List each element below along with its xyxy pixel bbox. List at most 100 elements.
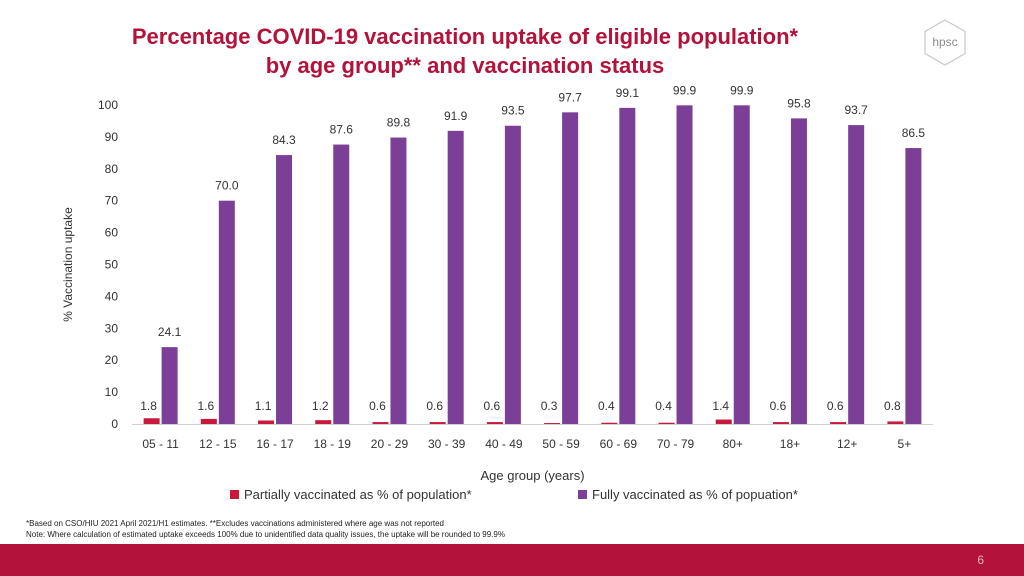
bar-fully-vaccinated <box>504 125 521 425</box>
data-label-fully-vaccinated: 91.9 <box>444 109 468 123</box>
hpsc-logo: hpsc <box>921 18 969 66</box>
x-tick-label: 40 - 49 <box>485 437 523 451</box>
bar-fully-vaccinated <box>905 148 922 424</box>
data-label-partially-vaccinated: 1.6 <box>197 399 214 413</box>
x-tick-label: 16 - 17 <box>256 437 294 451</box>
bar-fully-vaccinated <box>848 125 865 425</box>
bar-fully-vaccinated <box>790 118 807 424</box>
footer-bar: 6 <box>0 544 1024 576</box>
y-axis-title: % Vaccination uptake <box>61 207 75 322</box>
bar-chart: 0 10 20 30 40 50 60 70 80 90 100 % Vaccination upta… <box>61 83 933 483</box>
data-label-fully-vaccinated: 97.7 <box>558 90 582 104</box>
data-label-partially-vaccinated: 0.6 <box>426 399 443 413</box>
legend-label-fully: Fully vaccinated as % of popuation* <box>592 487 798 502</box>
data-label-fully-vaccinated: 99.1 <box>616 86 640 100</box>
x-tick-label: 80+ <box>723 437 743 451</box>
data-label-fully-vaccinated: 93.7 <box>844 103 868 117</box>
legend-item-fully: Fully vaccinated as % of popuation* <box>578 487 798 502</box>
data-label-partially-vaccinated: 0.6 <box>484 399 501 413</box>
bar-partially-vaccinated <box>887 421 904 424</box>
x-tick-label: 30 - 39 <box>428 437 466 451</box>
bar-partially-vaccinated <box>258 420 275 424</box>
y-tick-label: 30 <box>105 321 119 335</box>
hpsc-logo-text: hpsc <box>932 35 958 49</box>
data-label-fully-vaccinated: 70.0 <box>215 179 239 193</box>
data-label-partially-vaccinated: 1.8 <box>140 399 157 413</box>
data-label-fully-vaccinated: 24.1 <box>158 325 182 339</box>
x-tick-label: 60 - 69 <box>600 437 638 451</box>
x-tick-label: 05 - 11 <box>142 437 179 451</box>
data-label-partially-vaccinated: 1.4 <box>712 399 729 413</box>
legend-swatch-partially <box>230 490 239 499</box>
bar-fully-vaccinated <box>676 105 693 424</box>
data-label-fully-vaccinated: 86.5 <box>902 126 926 140</box>
bar-fully-vaccinated <box>333 144 350 424</box>
bar-fully-vaccinated <box>276 155 293 424</box>
bar-partially-vaccinated <box>429 422 446 424</box>
legend-swatch-fully <box>578 490 587 499</box>
bar-fully-vaccinated <box>218 200 235 424</box>
bar-partially-vaccinated <box>486 422 503 424</box>
y-tick-label: 40 <box>105 289 119 303</box>
y-tick-label: 50 <box>105 258 119 272</box>
x-tick-label: 18+ <box>780 437 800 451</box>
x-tick-label: 12+ <box>837 437 857 451</box>
bar-partially-vaccinated <box>772 422 789 424</box>
y-tick-label: 70 <box>105 194 119 208</box>
bar-fully-vaccinated <box>619 107 636 424</box>
y-tick-label: 80 <box>105 162 119 176</box>
bar-fully-vaccinated <box>161 347 178 424</box>
bar-partially-vaccinated <box>658 422 675 424</box>
bar-partially-vaccinated <box>715 419 732 424</box>
y-tick-label: 90 <box>105 130 119 144</box>
legend-label-partially: Partially vaccinated as % of population* <box>244 487 472 502</box>
x-tick-label: 70 - 79 <box>657 437 695 451</box>
data-label-fully-vaccinated: 99.9 <box>730 83 754 97</box>
bar-fully-vaccinated <box>733 105 750 424</box>
x-tick-label: 5+ <box>898 437 912 451</box>
data-label-partially-vaccinated: 0.4 <box>655 399 672 413</box>
footnote-line-2: Note: Where calculation of estimated upt… <box>26 530 505 539</box>
page-number: 6 <box>977 553 984 567</box>
bar-fully-vaccinated <box>562 112 579 424</box>
bar-partially-vaccinated <box>830 422 847 424</box>
chart-title-line-2: by age group** and vaccination status <box>265 53 665 78</box>
data-label-partially-vaccinated: 0.4 <box>598 399 615 413</box>
x-tick-label: 18 - 19 <box>314 437 352 451</box>
data-label-partially-vaccinated: 0.6 <box>770 399 787 413</box>
bar-fully-vaccinated <box>390 137 407 424</box>
legend-item-partially: Partially vaccinated as % of population* <box>230 487 472 502</box>
footnotes: *Based on CSO/HIU 2021 April 2021/H1 est… <box>26 518 505 540</box>
bar-partially-vaccinated <box>601 422 618 424</box>
x-axis-title: Age group (years) <box>480 468 584 483</box>
data-label-partially-vaccinated: 0.6 <box>827 399 844 413</box>
chart-title: Percentage COVID-19 vaccination uptake o… <box>40 22 890 80</box>
x-tick-label: 20 - 29 <box>371 437 409 451</box>
chart-title-line-1: Percentage COVID-19 vaccination uptake o… <box>131 24 799 49</box>
y-tick-label: 10 <box>105 385 119 399</box>
footnote-line-1: *Based on CSO/HIU 2021 April 2021/H1 est… <box>26 519 445 528</box>
data-label-partially-vaccinated: 0.3 <box>541 399 558 413</box>
data-label-partially-vaccinated: 1.2 <box>312 399 329 413</box>
y-tick-label: 20 <box>105 353 119 367</box>
bar-partially-vaccinated <box>315 420 332 424</box>
x-tick-label: 50 - 59 <box>542 437 580 451</box>
chart-legend: Partially vaccinated as % of population*… <box>0 487 1024 507</box>
bar-partially-vaccinated <box>200 418 217 424</box>
data-label-partially-vaccinated: 0.8 <box>884 399 901 413</box>
bar-fully-vaccinated <box>447 130 464 425</box>
data-label-fully-vaccinated: 89.8 <box>387 116 411 130</box>
data-label-partially-vaccinated: 1.1 <box>255 399 272 413</box>
y-tick-label: 60 <box>105 226 119 240</box>
data-label-partially-vaccinated: 0.6 <box>369 399 386 413</box>
bar-partially-vaccinated <box>143 418 160 424</box>
y-tick-label: 100 <box>98 98 118 112</box>
y-tick-label: 0 <box>111 417 118 431</box>
data-label-fully-vaccinated: 99.9 <box>673 83 697 97</box>
x-tick-label: 12 - 15 <box>199 437 237 451</box>
data-label-fully-vaccinated: 93.5 <box>501 104 525 118</box>
hpsc-logo-mark <box>924 19 966 66</box>
data-label-fully-vaccinated: 87.6 <box>330 123 354 137</box>
data-label-fully-vaccinated: 95.8 <box>787 96 811 110</box>
data-label-fully-vaccinated: 84.3 <box>272 133 296 147</box>
